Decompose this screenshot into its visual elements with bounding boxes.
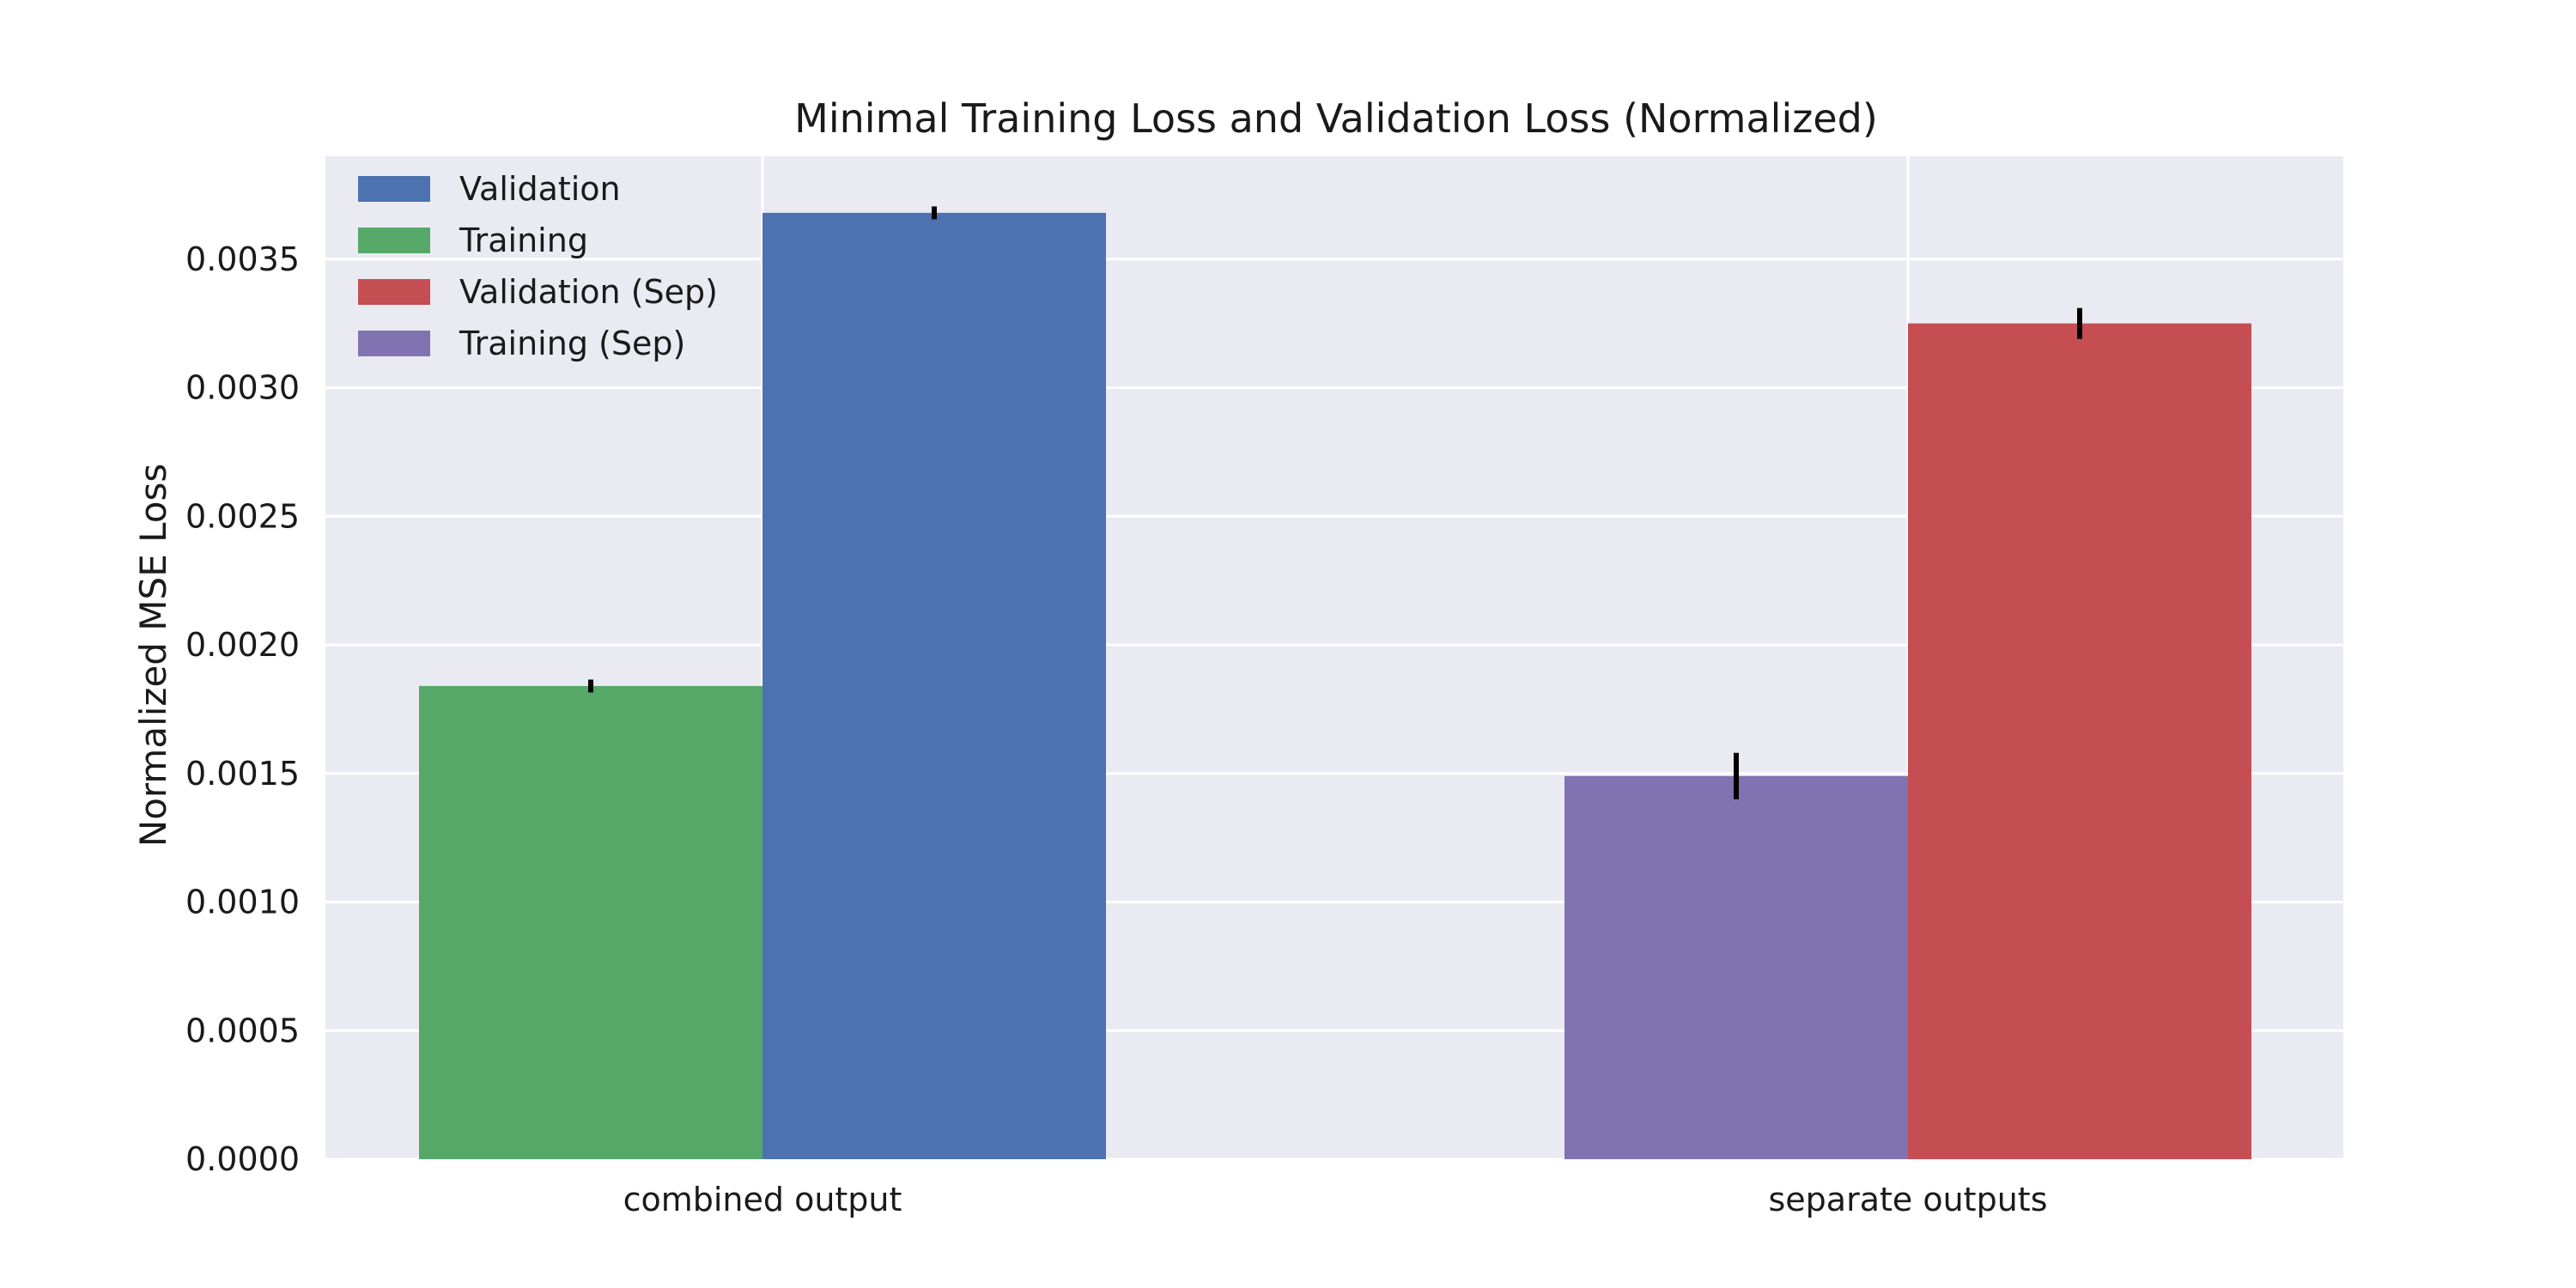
y-axis-label: Normalized MSE Loss <box>132 464 174 847</box>
chart-title: Minimal Training Loss and Validation Los… <box>794 95 1878 142</box>
y-tick-label: 0.0010 <box>185 884 300 921</box>
bar-training <box>419 685 762 1159</box>
bar-training-sep <box>1564 775 1908 1159</box>
y-tick-label: 0.0005 <box>185 1012 300 1049</box>
y-tick-label: 0.0000 <box>185 1140 300 1178</box>
legend-swatch <box>358 279 430 305</box>
legend-swatch <box>358 176 430 202</box>
legend-swatch <box>358 331 430 356</box>
y-tick-label: 0.0030 <box>185 369 300 407</box>
x-tick-label: combined output <box>623 1181 902 1218</box>
legend-label: Training (Sep) <box>459 325 685 362</box>
bar-validation-sep <box>1908 323 2251 1160</box>
legend-label: Validation <box>459 170 621 208</box>
legend-swatch <box>358 228 430 253</box>
bar-validation <box>762 212 1106 1159</box>
y-tick-label: 0.0025 <box>185 497 300 535</box>
y-tick-label: 0.0015 <box>185 755 300 793</box>
y-tick-label: 0.0035 <box>185 240 300 278</box>
legend-label: Validation (Sep) <box>459 273 718 311</box>
x-tick-label: separate outputs <box>1769 1181 2048 1218</box>
y-tick-label: 0.0020 <box>185 626 300 664</box>
legend-label: Training <box>459 222 588 259</box>
